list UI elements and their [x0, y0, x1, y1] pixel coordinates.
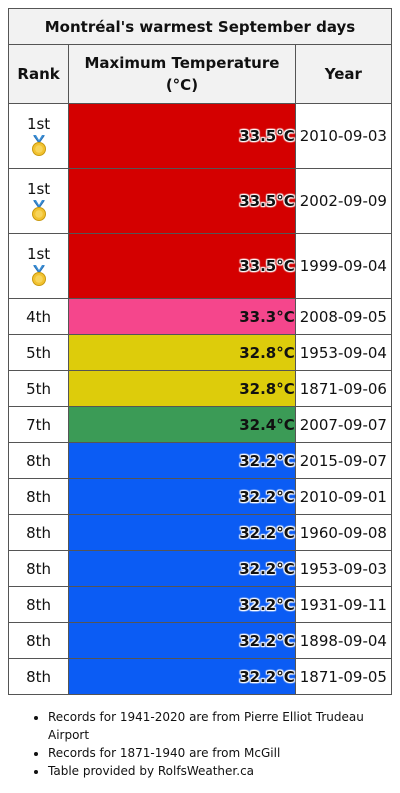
rank-cell: 8th	[7, 514, 70, 551]
rank-label: 8th	[26, 523, 52, 542]
rank-label: 8th	[26, 451, 52, 470]
max-temperature-value: 32.8°C	[239, 379, 295, 398]
table-row: 8th 32.2°C 2015-09-07	[7, 442, 393, 479]
rank-cell: 8th	[7, 550, 70, 587]
max-temperature-value: 33.5°C	[239, 127, 295, 145]
rank-cell: 1st	[7, 103, 70, 169]
rank-cell: 8th	[7, 478, 70, 515]
max-temperature-cell: 33.5°C	[68, 168, 296, 234]
max-temperature-cell: 32.2°C	[68, 658, 296, 695]
rank-label: 4th	[26, 307, 52, 326]
date-cell: 2008-09-05	[294, 298, 393, 335]
footnote-item: Table provided by RolfsWeather.ca	[48, 762, 400, 780]
max-temperature-cell: 32.2°C	[68, 514, 296, 551]
rank-label: 8th	[26, 559, 52, 578]
date-cell: 1960-09-08	[294, 514, 393, 551]
footnotes-list: Records for 1941-2020 are from Pierre El…	[28, 708, 400, 780]
rank-cell: 4th	[7, 298, 70, 335]
date-cell: 1953-09-04	[294, 334, 393, 371]
date-cell: 1871-09-06	[294, 370, 393, 407]
max-temperature-cell: 32.2°C	[68, 586, 296, 623]
header-year: Year	[294, 44, 393, 104]
max-temperature-cell: 32.2°C	[68, 550, 296, 587]
rank-cell: 8th	[7, 586, 70, 623]
table-row: 8th 32.2°C 1871-09-05	[7, 658, 393, 695]
max-temperature-value: 33.5°C	[239, 257, 295, 275]
rank-label: 1st	[26, 115, 51, 133]
rank-label: 5th	[26, 379, 52, 398]
gold-medal-icon	[30, 135, 48, 157]
table-row: 5th 32.8°C 1871-09-06	[7, 370, 393, 407]
max-temperature-value: 32.2°C	[239, 523, 295, 542]
date-cell: 2010-09-01	[294, 478, 393, 515]
max-temperature-cell: 32.2°C	[68, 478, 296, 515]
footnote-item: Records for 1941-2020 are from Pierre El…	[48, 708, 400, 744]
max-temperature-value: 33.5°C	[239, 192, 295, 210]
date-cell: 1953-09-03	[294, 550, 393, 587]
footnote-item: Records for 1871-1940 are from McGill	[48, 744, 400, 762]
rank-cell: 1st	[7, 168, 70, 234]
date-cell: 2010-09-03	[294, 103, 393, 169]
table-row: 1st 33.5°C 2002-09-09	[7, 168, 393, 234]
table-row: 8th 32.2°C 1898-09-04	[7, 622, 393, 659]
rank-label: 8th	[26, 631, 52, 650]
max-temperature-value: 32.2°C	[239, 667, 295, 686]
rank-label: 5th	[26, 343, 52, 362]
table-row: 8th 32.2°C 1931-09-11	[7, 586, 393, 623]
records-table: Montréal's warmest September days Rank M…	[7, 8, 393, 695]
table-row: 8th 32.2°C 1960-09-08	[7, 514, 393, 551]
gold-medal-icon	[30, 200, 48, 222]
table-row: 1st 33.5°C 2010-09-03	[7, 103, 393, 169]
max-temperature-cell: 32.4°C	[68, 406, 296, 443]
table-body: 1st 33.5°C 2010-09-03 1st 33.5°C 2002-09-09 1s…	[7, 103, 393, 695]
rank-label: 8th	[26, 487, 52, 506]
table-row: 8th 32.2°C 1953-09-03	[7, 550, 393, 587]
max-temperature-value: 33.3°C	[239, 307, 295, 326]
max-temperature-value: 32.2°C	[239, 559, 295, 578]
table-row: 8th 32.2°C 2010-09-01	[7, 478, 393, 515]
rank-label: 8th	[26, 595, 52, 614]
date-cell: 1931-09-11	[294, 586, 393, 623]
max-temperature-value: 32.8°C	[239, 343, 295, 362]
rank-cell: 7th	[7, 406, 70, 443]
max-temperature-value: 32.2°C	[239, 487, 295, 506]
rank-cell: 8th	[7, 442, 70, 479]
gold-medal-icon	[30, 265, 48, 287]
table-title: Montréal's warmest September days	[8, 8, 392, 45]
header-rank: Rank	[7, 44, 70, 104]
header-max-temperature: Maximum Temperature (°C)	[68, 44, 296, 104]
date-cell: 2015-09-07	[294, 442, 393, 479]
max-temperature-cell: 32.8°C	[68, 370, 296, 407]
table-row: 4th 33.3°C 2008-09-05	[7, 298, 393, 335]
max-temperature-value: 32.2°C	[239, 631, 295, 650]
max-temperature-cell: 32.2°C	[68, 442, 296, 479]
rank-cell: 8th	[7, 658, 70, 695]
max-temperature-value: 32.2°C	[239, 595, 295, 614]
rank-cell: 5th	[7, 370, 70, 407]
table-row: 5th 32.8°C 1953-09-04	[7, 334, 393, 371]
date-cell: 1898-09-04	[294, 622, 393, 659]
rank-label: 7th	[26, 415, 52, 434]
date-cell: 1999-09-04	[294, 233, 393, 299]
max-temperature-cell: 33.5°C	[68, 233, 296, 299]
max-temperature-value: 32.4°C	[239, 415, 295, 434]
rank-cell: 5th	[7, 334, 70, 371]
max-temperature-cell: 33.3°C	[68, 298, 296, 335]
date-cell: 1871-09-05	[294, 658, 393, 695]
rank-cell: 1st	[7, 233, 70, 299]
rank-label: 8th	[26, 667, 52, 686]
max-temperature-cell: 33.5°C	[68, 103, 296, 169]
rank-label: 1st	[26, 180, 51, 198]
table-row: 1st 33.5°C 1999-09-04	[7, 233, 393, 299]
date-cell: 2007-09-07	[294, 406, 393, 443]
max-temperature-value: 32.2°C	[239, 451, 295, 470]
date-cell: 2002-09-09	[294, 168, 393, 234]
rank-cell: 8th	[7, 622, 70, 659]
table-row: 7th 32.4°C 2007-09-07	[7, 406, 393, 443]
max-temperature-cell: 32.8°C	[68, 334, 296, 371]
rank-label: 1st	[26, 245, 51, 263]
max-temperature-cell: 32.2°C	[68, 622, 296, 659]
